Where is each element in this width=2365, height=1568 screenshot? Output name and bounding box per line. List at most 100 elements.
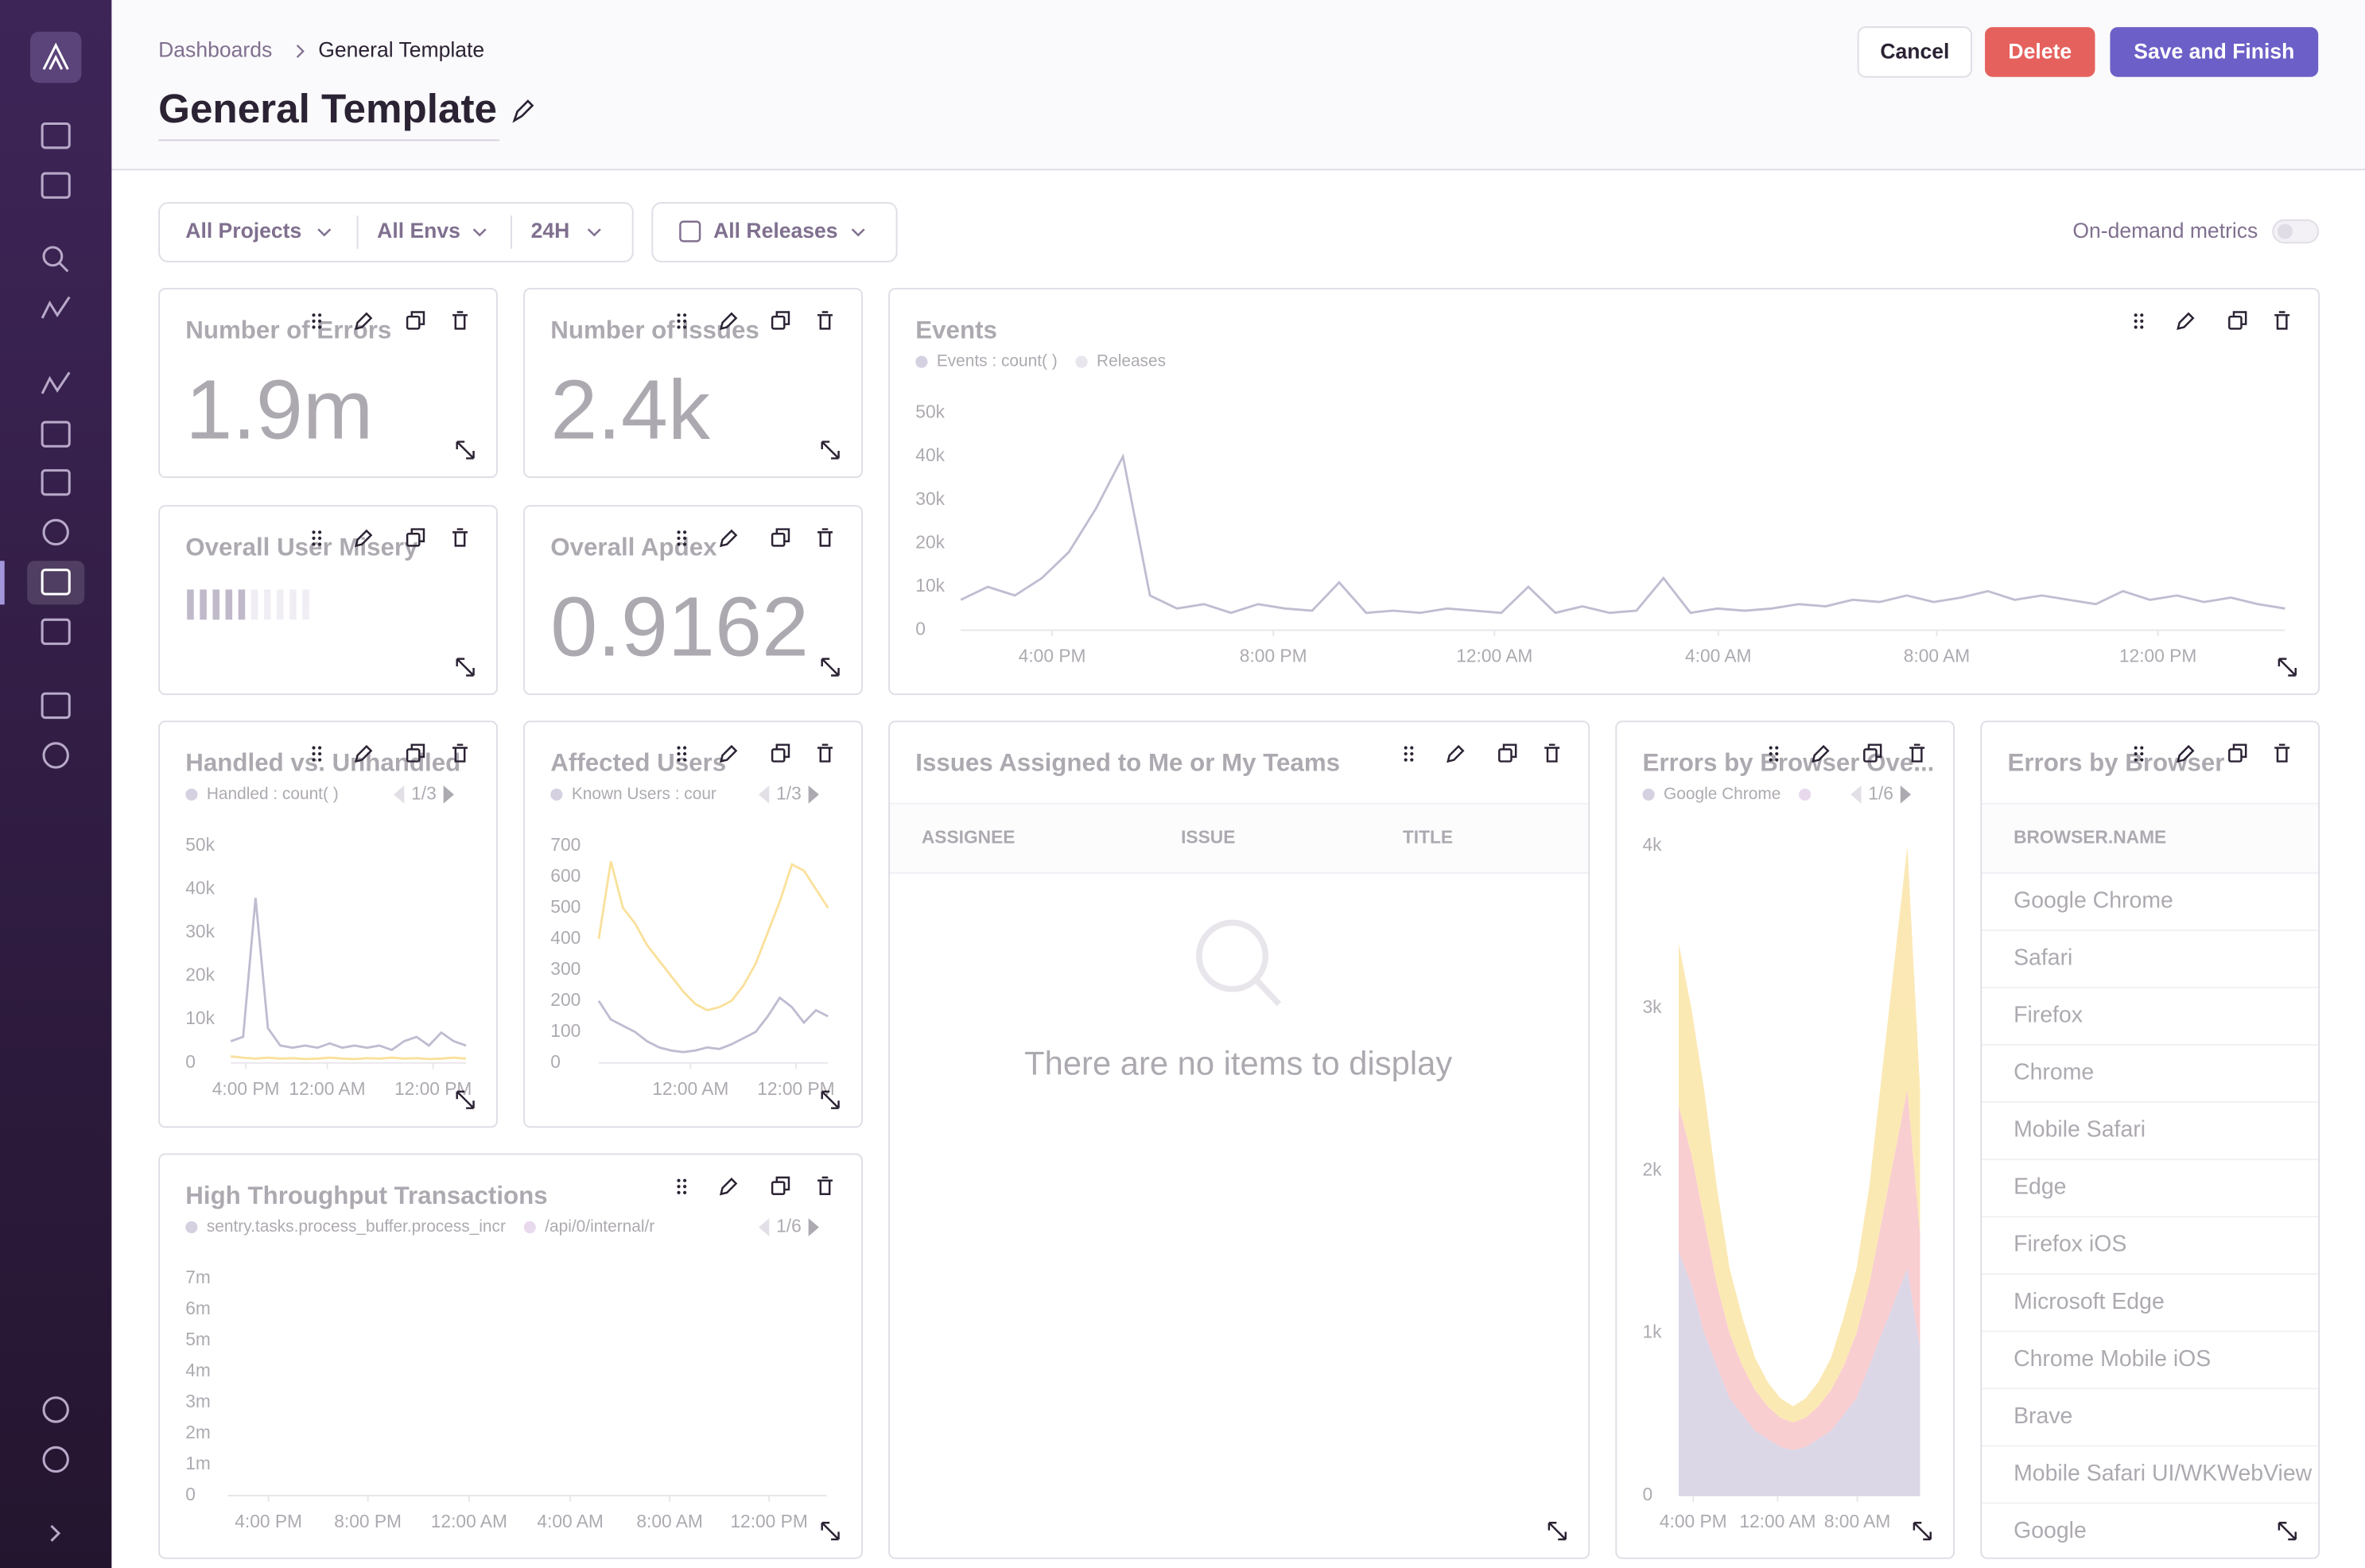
edit-icon[interactable] — [719, 312, 738, 331]
nav-item[interactable] — [41, 172, 71, 199]
edit-icon[interactable] — [1812, 744, 1830, 763]
edit-icon[interactable] — [719, 529, 738, 548]
delete-icon[interactable] — [452, 528, 468, 547]
resize-handle[interactable] — [821, 441, 840, 460]
duplicate-icon[interactable] — [771, 315, 786, 330]
drag-handle — [677, 319, 681, 323]
edit-icon[interactable] — [354, 744, 373, 763]
breadcrumb-link[interactable]: Dashboards — [158, 37, 272, 61]
release-filter[interactable]: All Releases — [713, 219, 837, 243]
nav-item[interactable] — [41, 618, 71, 646]
resize-handle[interactable] — [1913, 1521, 1932, 1541]
pager-next[interactable] — [808, 1218, 819, 1236]
legend-label: Known Users : cour — [572, 785, 716, 803]
table-cell: Mobile Safari UI/WKWebView — [2014, 1461, 2313, 1486]
widget-title: Errors by Browser — [2007, 749, 2224, 777]
nav-item[interactable] — [41, 371, 71, 394]
delete-icon[interactable] — [2274, 311, 2290, 330]
date-filter[interactable]: 24H — [531, 219, 570, 243]
delete-button-label[interactable]: Delete — [2008, 39, 2072, 63]
nav-item[interactable] — [42, 742, 69, 769]
nav-icon — [41, 371, 71, 394]
widget-content: High Throughput Transactions sentry.tasks… — [185, 1182, 827, 1531]
delete-icon[interactable] — [1909, 743, 1925, 763]
pager-prev[interactable] — [759, 785, 770, 804]
nav-item[interactable] — [41, 569, 71, 596]
nav-item[interactable] — [42, 1446, 69, 1473]
resize-handle[interactable] — [456, 1090, 475, 1109]
duplicate-icon[interactable] — [406, 533, 421, 547]
delete-icon[interactable] — [817, 743, 833, 763]
nav-item[interactable] — [41, 296, 71, 319]
resize-handle[interactable] — [456, 441, 475, 460]
widget-content: Overall Apdex 0.9162 — [550, 533, 809, 673]
delete-icon[interactable] — [817, 311, 833, 330]
project-filter[interactable]: All Projects — [185, 219, 301, 243]
delete-icon[interactable] — [817, 528, 833, 547]
drag-handle — [683, 530, 687, 534]
duplicate-icon[interactable] — [2228, 748, 2243, 763]
nav-item[interactable] — [41, 421, 71, 448]
series-line — [231, 1055, 467, 1061]
save-button-label[interactable]: Save and Finish — [2134, 39, 2294, 63]
resize-handle[interactable] — [456, 658, 475, 677]
edit-icon[interactable] — [2177, 744, 2195, 763]
nav-item[interactable] — [42, 1396, 69, 1423]
sidebar-collapse[interactable] — [50, 1524, 61, 1542]
y-tick-label: 2m — [185, 1422, 211, 1442]
pager-prev[interactable] — [1850, 785, 1862, 804]
column-header: BROWSER.NAME — [2014, 826, 2166, 847]
pager-prev[interactable] — [759, 1218, 770, 1236]
edit-icon[interactable] — [1447, 744, 1465, 763]
drag-handle — [1404, 751, 1408, 756]
edit-icon[interactable] — [2177, 312, 2195, 331]
nav-item[interactable] — [41, 469, 71, 496]
pager-prev[interactable] — [394, 785, 405, 804]
pager-next[interactable] — [443, 785, 454, 804]
duplicate-icon[interactable] — [771, 748, 786, 763]
delete-icon[interactable] — [452, 311, 468, 330]
pager-next[interactable] — [1900, 785, 1912, 804]
page-filter-bar — [158, 202, 634, 262]
env-filter[interactable]: All Envs — [377, 219, 460, 243]
nav-item[interactable] — [41, 692, 71, 720]
edit-icon[interactable] — [354, 312, 373, 331]
title-edit-icon[interactable] — [512, 99, 534, 123]
delete-icon[interactable] — [2274, 743, 2290, 763]
delete-icon[interactable] — [1544, 743, 1560, 763]
resize-handle[interactable] — [821, 1521, 840, 1541]
resize-handle[interactable] — [2278, 658, 2297, 677]
chevron — [472, 228, 487, 237]
y-tick-label: 1m — [185, 1453, 211, 1473]
cancel-button-label[interactable]: Cancel — [1880, 39, 1949, 63]
duplicate-icon[interactable] — [406, 748, 421, 763]
duplicate-icon[interactable] — [771, 1181, 786, 1195]
nav-item[interactable] — [42, 518, 69, 546]
cancel-button[interactable] — [1857, 26, 1972, 78]
x-tick-label: 4:00 PM — [1019, 646, 1086, 666]
resize-handle[interactable] — [821, 658, 840, 677]
nav-icon — [41, 692, 71, 720]
y-tick-label: 10k — [915, 575, 945, 596]
duplicate-icon[interactable] — [1863, 748, 1878, 763]
edit-icon[interactable] — [354, 529, 373, 548]
delete-icon[interactable] — [817, 1176, 833, 1195]
delete-button[interactable] — [1985, 27, 2095, 77]
resize-handle[interactable] — [821, 1090, 840, 1109]
pager-next[interactable] — [808, 785, 819, 804]
edit-icon[interactable] — [719, 1178, 738, 1196]
duplicate-icon[interactable] — [1498, 748, 1513, 763]
save-button[interactable] — [2110, 27, 2319, 77]
duplicate-icon[interactable] — [771, 533, 786, 547]
delete-icon[interactable] — [452, 743, 468, 763]
nav-item[interactable] — [42, 246, 69, 273]
edit-icon[interactable] — [719, 744, 738, 763]
duplicate-icon[interactable] — [2228, 315, 2243, 330]
page-title[interactable]: General Template — [158, 86, 497, 131]
nav-item[interactable] — [41, 122, 71, 149]
big-number: 2.4k — [550, 362, 711, 456]
breadcrumb-sep — [296, 45, 305, 58]
duplicate-icon[interactable] — [406, 315, 421, 330]
resize-handle[interactable] — [1548, 1521, 1567, 1541]
resize-handle[interactable] — [2278, 1521, 2297, 1541]
